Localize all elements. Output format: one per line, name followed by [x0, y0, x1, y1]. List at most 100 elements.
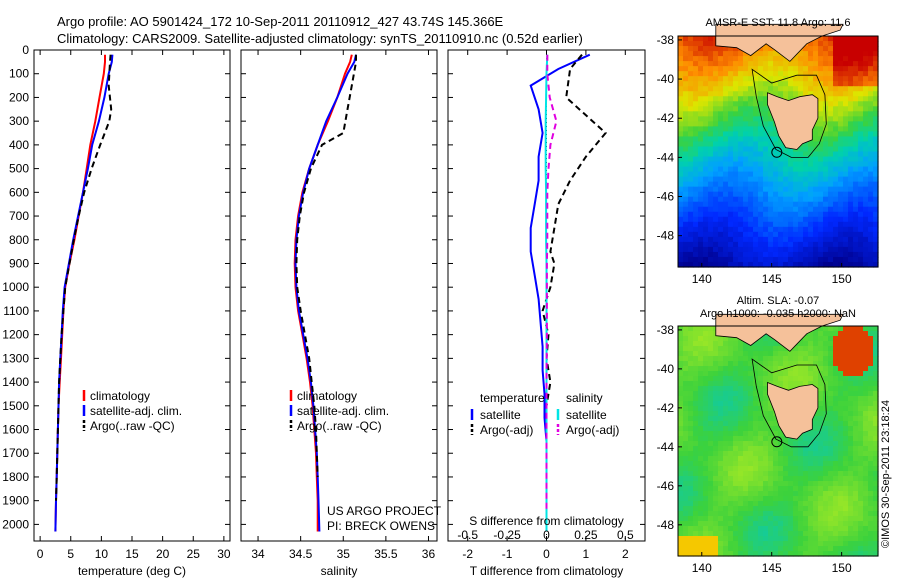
map-cell — [713, 171, 719, 178]
map-cell — [818, 96, 824, 102]
map-cell — [718, 166, 724, 173]
map-cell — [818, 471, 824, 477]
map-cell — [823, 81, 829, 87]
map-cell — [848, 221, 854, 228]
map-cell — [858, 106, 864, 112]
map-cell — [833, 241, 839, 248]
map-cell — [773, 551, 779, 557]
map-cell — [708, 206, 714, 213]
map-cell — [753, 86, 759, 92]
map-cell — [843, 186, 849, 193]
map-cell — [823, 151, 829, 158]
map-cell — [753, 361, 759, 367]
map-y-tick-label: -42 — [657, 111, 675, 125]
map-cell — [798, 161, 804, 168]
map-cell — [868, 481, 874, 487]
map-cell — [693, 406, 699, 412]
map-cell — [793, 496, 799, 502]
map-cell — [868, 206, 874, 213]
map-cell — [748, 426, 754, 432]
map-cell — [678, 446, 684, 452]
map-cell — [678, 66, 684, 72]
map-cell — [773, 141, 779, 148]
map-cell — [723, 206, 729, 213]
map-cell — [753, 96, 759, 102]
map-cell — [823, 171, 829, 178]
map-cell — [753, 206, 759, 213]
map-cell — [708, 486, 714, 492]
map-cell — [733, 176, 739, 183]
map-cell — [778, 466, 784, 472]
map-cell — [733, 51, 739, 57]
map-cell — [688, 361, 694, 367]
map-cell — [693, 436, 699, 442]
map-cell — [823, 426, 829, 432]
map-cell — [743, 356, 749, 362]
map-cell — [858, 416, 864, 422]
map-cell — [868, 411, 874, 417]
map-cell — [693, 131, 699, 138]
map-cell — [798, 516, 804, 522]
map-cell — [683, 376, 689, 382]
map-cell — [858, 491, 864, 497]
map-cell — [708, 96, 714, 102]
map-cell — [718, 491, 724, 497]
map-cell — [778, 506, 784, 512]
map-cell — [733, 541, 739, 547]
map-cell — [853, 501, 859, 507]
map-cell — [688, 446, 694, 452]
map-cell — [873, 121, 879, 127]
map-cell — [823, 361, 829, 367]
map-cell — [848, 156, 854, 163]
map-cell — [828, 51, 834, 57]
map-cell — [868, 36, 874, 42]
map-cell — [728, 551, 734, 557]
map-cell — [798, 251, 804, 258]
map-cell — [868, 61, 874, 67]
map-cell — [748, 231, 754, 238]
map-cell — [813, 221, 819, 228]
map-cell — [728, 181, 734, 188]
map-cell — [753, 466, 759, 472]
map-cell — [833, 166, 839, 173]
map-cell — [808, 376, 814, 382]
map-cell — [723, 436, 729, 442]
map-cell — [763, 536, 769, 542]
map-cell — [793, 176, 799, 183]
map-cell — [798, 56, 804, 62]
map-cell — [758, 191, 764, 198]
map-cell — [718, 551, 724, 557]
map-cell — [758, 361, 764, 367]
map-cell — [858, 161, 864, 168]
map-cell — [708, 516, 714, 522]
map-cell — [853, 526, 859, 532]
map-cell — [803, 146, 809, 153]
map-cell — [688, 546, 694, 552]
map-cell — [863, 351, 869, 357]
map-cell — [768, 486, 774, 492]
map-cell — [713, 451, 719, 457]
map-cell — [768, 161, 774, 168]
map-cell — [713, 376, 719, 382]
map-cell — [753, 371, 759, 377]
map-cell — [858, 536, 864, 542]
map-cell — [778, 346, 784, 352]
map-cell — [863, 106, 869, 112]
map-cell — [723, 466, 729, 472]
map-cell — [873, 516, 879, 522]
map-cell — [818, 251, 824, 258]
map-cell — [868, 371, 874, 377]
map-cell — [698, 416, 704, 422]
map-cell — [718, 336, 724, 342]
map-cell — [723, 351, 729, 357]
map-cell — [683, 181, 689, 188]
map-cell — [768, 71, 774, 77]
map-cell — [868, 216, 874, 223]
map-cell — [808, 506, 814, 512]
map-cell — [693, 51, 699, 57]
map-cell — [723, 361, 729, 367]
map-cell — [743, 416, 749, 422]
map-cell — [768, 236, 774, 243]
map-cell — [798, 506, 804, 512]
